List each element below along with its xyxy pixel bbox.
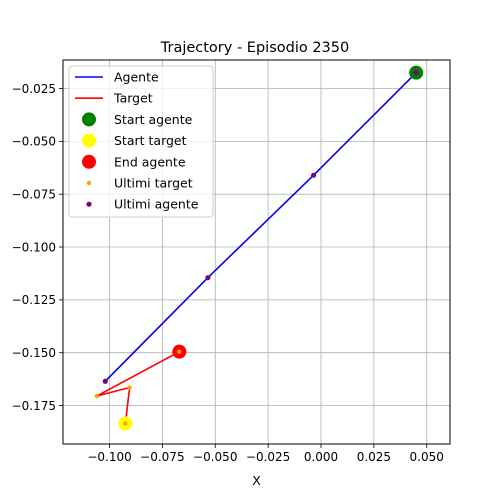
y-tick-label: −0.075 bbox=[12, 187, 56, 201]
x-tick-label: −0.100 bbox=[87, 450, 131, 464]
y-tick-label: −0.100 bbox=[12, 240, 56, 254]
legend-label-start-target: Start target bbox=[114, 133, 187, 148]
x-tick-label: 0.000 bbox=[304, 450, 338, 464]
legend-swatch-ultimi-agente bbox=[86, 201, 92, 207]
series-line-agente bbox=[104, 72, 417, 382]
marker-ultimi-agente bbox=[310, 172, 317, 178]
x-tick-label: −0.050 bbox=[193, 450, 237, 464]
legend-swatch-end-agente bbox=[82, 154, 96, 169]
y-tick-label: −0.050 bbox=[12, 135, 56, 149]
legend-label-ultimi-target: Ultimi target bbox=[114, 176, 193, 191]
grid bbox=[63, 60, 450, 444]
axis-ticks: −0.100 −0.075 −0.050 −0.025 0.000 0.025 0.050 −… bbox=[12, 82, 444, 464]
marker-ultimi-target bbox=[123, 421, 128, 426]
x-tick-label: 0.050 bbox=[410, 450, 444, 464]
legend-swatch-start-target bbox=[82, 133, 96, 148]
legend-label-agente: Agente bbox=[114, 70, 159, 85]
legend-label-ultimi-agente: Ultimi agente bbox=[114, 197, 199, 212]
y-tick-label: −0.025 bbox=[12, 82, 56, 96]
plot-frame bbox=[62, 59, 451, 445]
legend-swatch-start-agente bbox=[82, 112, 96, 127]
y-tick-label: −0.150 bbox=[12, 346, 56, 360]
y-tick-label: −0.175 bbox=[12, 399, 56, 413]
plot-area bbox=[94, 65, 424, 431]
marker-ultimi-target bbox=[127, 385, 132, 390]
marker-ultimi-target bbox=[94, 393, 100, 399]
legend-label-start-agente: Start agente bbox=[114, 112, 193, 127]
legend-frame bbox=[68, 65, 214, 218]
series-line-target bbox=[96, 350, 180, 424]
legend-label-target: Target bbox=[113, 91, 153, 106]
x-tick-label: 0.025 bbox=[357, 450, 391, 464]
marker-ultimi-agente bbox=[102, 378, 108, 384]
x-axis-label: X bbox=[252, 473, 261, 488]
marker-ultimi-agente bbox=[413, 70, 419, 76]
legend: Agente Target Start agente Start target End … bbox=[68, 65, 214, 218]
legend-label-end-agente: End agente bbox=[114, 154, 186, 169]
chart-title: Trajectory - Episodio 2350 bbox=[160, 40, 349, 56]
x-tick-label: −0.075 bbox=[140, 450, 184, 464]
marker-ultimi-target bbox=[177, 349, 182, 354]
legend-swatch-ultimi-target bbox=[86, 180, 92, 186]
y-tick-label: −0.125 bbox=[12, 293, 56, 307]
x-tick-label: −0.025 bbox=[246, 450, 290, 464]
marker-ultimi-agente bbox=[205, 275, 211, 281]
